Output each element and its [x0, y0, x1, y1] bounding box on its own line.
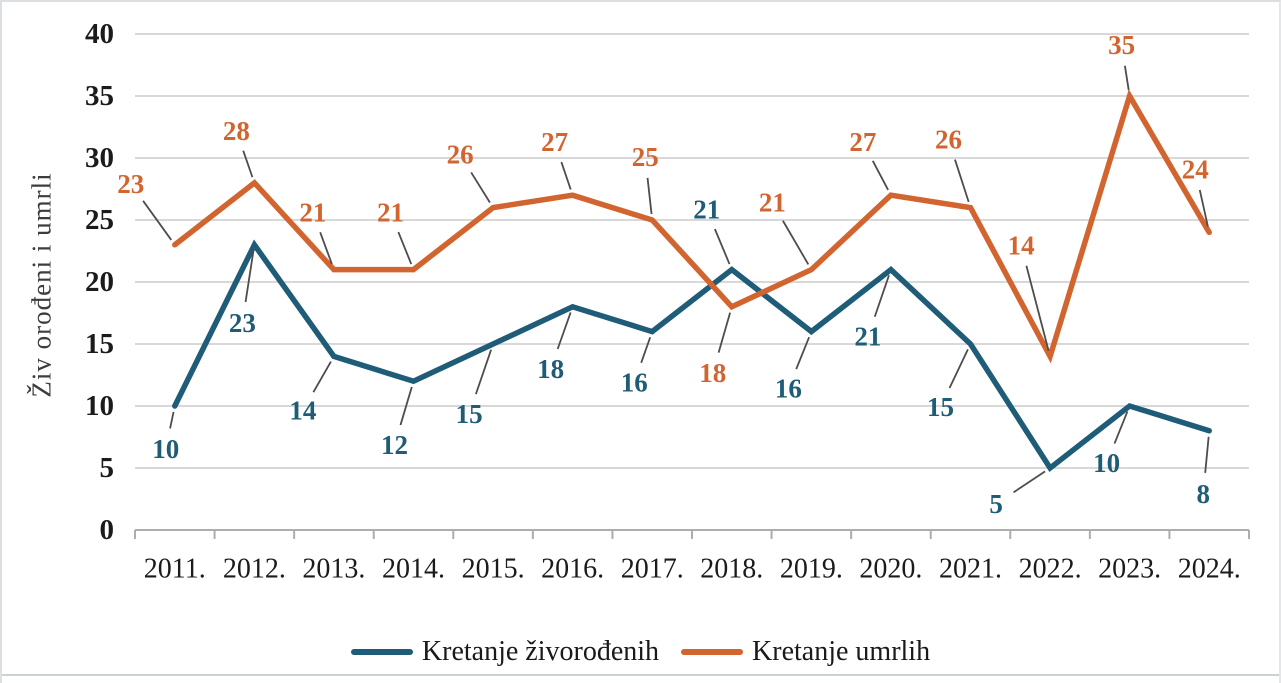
- y-tick-labels: 0 5 10 15 20 25 30 35 40: [85, 18, 114, 546]
- data-label: 18: [699, 358, 726, 388]
- y-axis-title: Živ orođeni i umrli: [26, 172, 57, 398]
- y-tick-label: 35: [85, 80, 114, 112]
- x-axis: [134, 529, 1250, 539]
- x-tick-label: 2022.: [1019, 554, 1082, 585]
- data-label-leader: [556, 312, 572, 350]
- data-label-leader: [717, 312, 731, 353]
- data-label: 21: [693, 195, 720, 225]
- data-label-leader: [873, 274, 890, 318]
- data-label-leader: [397, 231, 413, 265]
- data-label-leader: [244, 250, 255, 303]
- data-label: 26: [447, 140, 474, 170]
- data-label-leader: [475, 349, 492, 395]
- x-tick-label: 2019.: [780, 554, 843, 585]
- data-label-leader: [312, 361, 332, 393]
- data-label-leader: [1013, 470, 1046, 494]
- data-label-leader: [948, 349, 969, 389]
- data-labels-0: 10 23 14 12 15 18 16 21 16 21 15 5 10 8: [152, 195, 1210, 519]
- legend-label-umrli: Kretanje umrlih: [752, 636, 931, 667]
- legend-item-umrli: Kretanje umrlih: [681, 636, 930, 668]
- data-label-leader: [1113, 411, 1129, 444]
- data-label: 21: [377, 198, 404, 228]
- data-label-leader: [319, 231, 333, 265]
- series-line-1: [172, 89, 1212, 364]
- data-label-leader: [714, 228, 731, 265]
- x-tick-label: 2012.: [223, 554, 286, 585]
- data-label-leader: [640, 336, 652, 364]
- data-label: 27: [849, 127, 876, 157]
- data-label: 24: [1182, 154, 1209, 184]
- x-tick-label: 2018.: [700, 554, 763, 585]
- x-tick-label: 2020.: [859, 554, 922, 585]
- x-tick-label: 2013.: [302, 554, 365, 585]
- y-tick-label: 5: [100, 452, 115, 484]
- y-tick-label: 20: [85, 266, 114, 298]
- data-label: 10: [1093, 448, 1120, 478]
- y-tick-label: 0: [100, 514, 115, 546]
- data-label: 12: [381, 430, 408, 460]
- data-label-leader: [1124, 65, 1130, 91]
- data-label: 18: [537, 354, 564, 384]
- gridlines: [135, 33, 1249, 469]
- series-line-0: [172, 239, 1212, 473]
- y-tick-label: 10: [85, 390, 114, 422]
- data-label-leader: [646, 177, 653, 215]
- data-label-leader: [954, 159, 970, 203]
- data-label: 8: [1196, 479, 1210, 509]
- x-tick-label: 2023.: [1098, 554, 1161, 585]
- data-label-leader: [1025, 265, 1050, 351]
- y-tick-label: 25: [85, 204, 114, 236]
- figure-bottom-rule: [2, 674, 1279, 676]
- data-label: 14: [289, 395, 316, 425]
- data-label-leader: [1204, 436, 1210, 473]
- data-label: 21: [854, 322, 881, 352]
- data-label: 25: [632, 142, 659, 172]
- data-label: 23: [117, 169, 144, 199]
- chart-legend: Kretanje živorođenih Kretanje umrlih: [2, 630, 1279, 674]
- data-label-leader: [142, 200, 173, 241]
- data-label: 16: [621, 368, 648, 398]
- x-tick-label: 2021.: [939, 554, 1002, 585]
- data-label: 15: [456, 399, 483, 429]
- legend-label-zivorodeni: Kretanje živorođenih: [421, 636, 660, 667]
- data-label-leader: [871, 160, 889, 191]
- data-label: 27: [541, 127, 568, 157]
- data-labels-1: 23 28 21 21 26 27 25 18 21 27 26 14 35 24: [117, 30, 1209, 388]
- x-tick-label: 2011.: [144, 554, 206, 585]
- x-tick-labels: 2011. 2012. 2013. 2014. 2015. 2016. 2017. 2018.…: [144, 554, 1241, 585]
- data-label-leader: [399, 386, 413, 426]
- y-tick-label: 30: [85, 142, 114, 174]
- data-label-leader: [169, 411, 175, 429]
- data-label: 14: [1008, 230, 1035, 260]
- legend-item-zivorodeni: Kretanje živorođenih: [350, 636, 660, 668]
- legend-swatch-orange-line: [681, 649, 744, 655]
- x-tick-label: 2015.: [462, 554, 525, 585]
- legend-swatch-blue-line: [350, 649, 413, 655]
- x-tick-label: 2017.: [621, 554, 684, 585]
- data-label-leader: [795, 336, 810, 370]
- data-label-leader: [560, 161, 572, 190]
- data-label-leader: [470, 171, 491, 203]
- data-label: 21: [299, 198, 326, 228]
- data-label: 16: [775, 374, 802, 404]
- data-label-leader: [782, 220, 810, 265]
- data-label-leader: [1198, 189, 1209, 227]
- x-tick-label: 2016.: [541, 554, 604, 585]
- data-label: 5: [989, 489, 1003, 519]
- data-label: 15: [927, 392, 954, 422]
- y-tick-label: 15: [85, 328, 114, 360]
- data-label-leader: [242, 150, 254, 178]
- x-tick-label: 2014.: [382, 554, 445, 585]
- y-tick-label: 40: [85, 18, 114, 50]
- data-label: 28: [223, 116, 250, 146]
- data-label: 26: [935, 125, 962, 155]
- data-label: 35: [1108, 30, 1135, 60]
- data-label: 21: [759, 188, 786, 218]
- data-label: 10: [152, 434, 179, 464]
- data-label: 23: [229, 308, 256, 338]
- x-tick-label: 2024.: [1178, 554, 1241, 585]
